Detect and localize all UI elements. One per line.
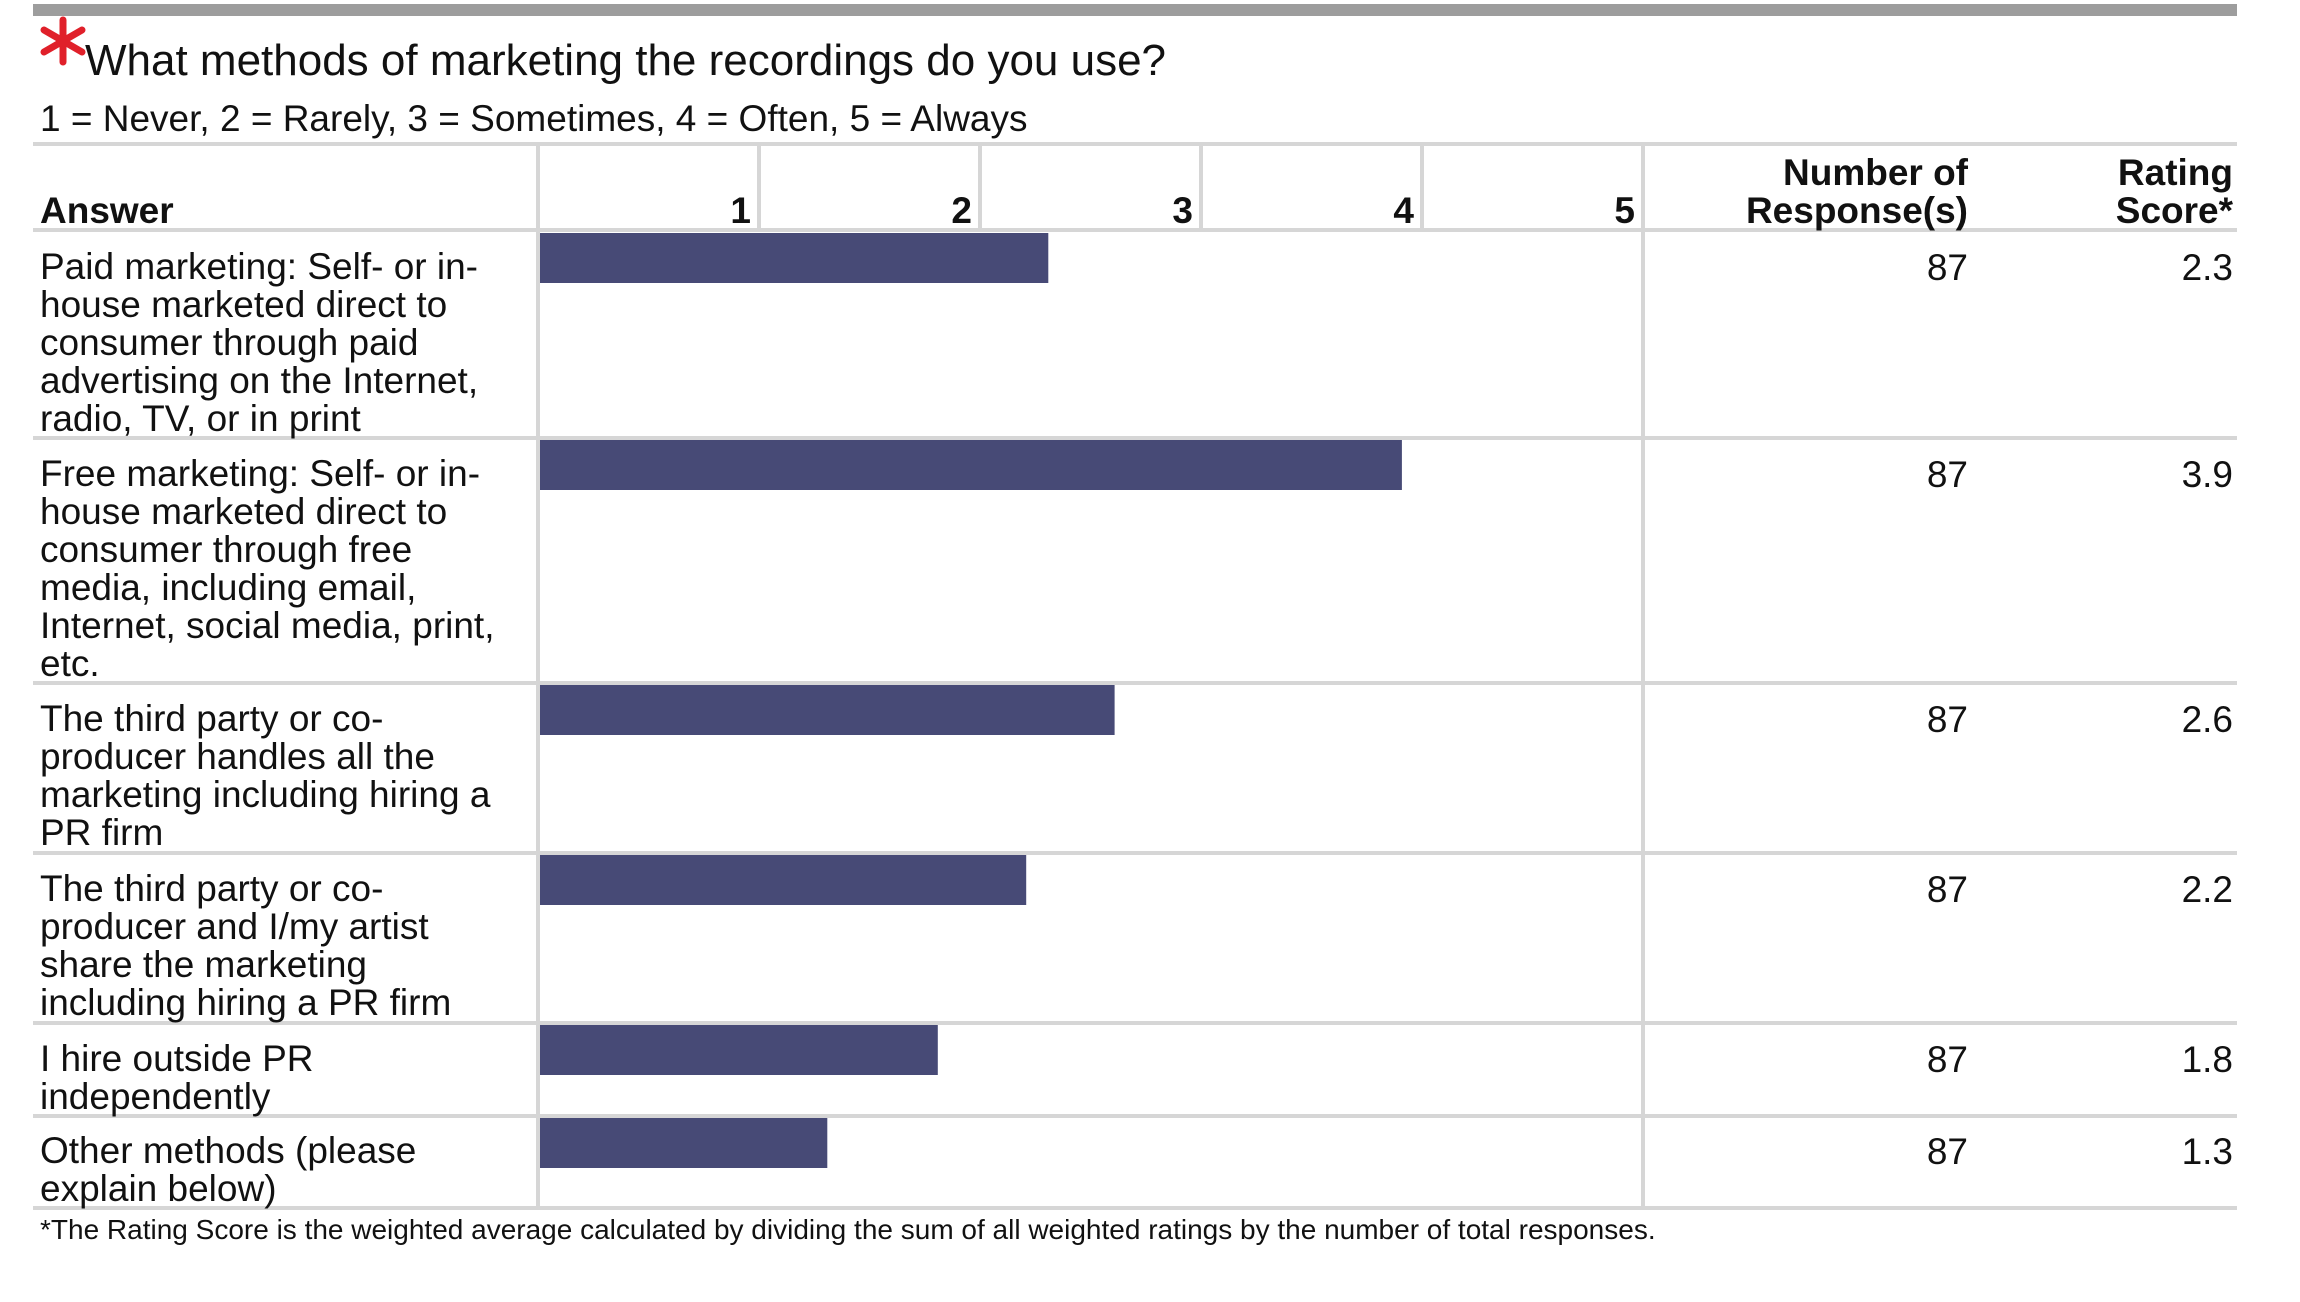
scale-legend: 1 = Never, 2 = Rarely, 3 = Sometimes, 4 … — [40, 98, 1028, 139]
table-bottom-border — [33, 1206, 2237, 1210]
response-count: 87 — [1926, 247, 1968, 288]
scale-tick-label: 1 — [730, 190, 751, 231]
answer-header: Answer — [40, 190, 174, 231]
answer-label: Free marketing: Self- or in-house market… — [40, 453, 495, 684]
responses-header-line: Number of — [1783, 152, 1968, 193]
scale-tick-label: 4 — [1393, 190, 1414, 231]
rating-bar — [540, 1025, 938, 1075]
rating-bar — [540, 855, 1027, 905]
answer-column-divider — [536, 142, 540, 1210]
response-count: 87 — [1926, 1039, 1968, 1080]
rating-score: 1.8 — [2181, 1039, 2233, 1080]
row-divider — [33, 851, 2237, 855]
responses-column-divider — [1641, 142, 1645, 1210]
row-divider — [33, 436, 2237, 440]
scale-column-divider — [757, 142, 761, 230]
responses-header: Number of Response(s) — [1746, 154, 1968, 230]
scale-column-divider — [1199, 142, 1203, 230]
header-divider — [33, 4, 2237, 16]
row-divider — [33, 1021, 2237, 1025]
rating-bar — [540, 685, 1115, 735]
header-bottom-border — [33, 228, 2237, 232]
rating-bar — [540, 233, 1049, 283]
score-header-line: Rating — [2117, 152, 2233, 193]
scale-tick-label: 3 — [1172, 190, 1193, 231]
response-count: 87 — [1926, 1131, 1968, 1172]
responses-header-line: Response(s) — [1745, 190, 1968, 231]
required-asterisk-icon — [40, 16, 86, 66]
response-count: 87 — [1926, 869, 1968, 910]
scale-column-divider — [1420, 142, 1424, 230]
rating-score: 1.3 — [2181, 1131, 2233, 1172]
score-header-line: Score* — [2115, 190, 2233, 231]
row-divider — [33, 681, 2237, 685]
response-count: 87 — [1926, 454, 1968, 495]
answer-label: Other methods (please explain below) — [40, 1130, 417, 1209]
rating-score: 2.6 — [2181, 699, 2233, 740]
rating-score: 2.3 — [2181, 247, 2233, 288]
rating-bar — [540, 1118, 828, 1168]
answer-label: Paid marketing: Self- or in-house market… — [40, 246, 479, 439]
row-divider — [33, 1114, 2237, 1118]
question-title: What methods of marketing the recordings… — [85, 36, 1167, 85]
rating-bar — [540, 440, 1402, 490]
answer-label: I hire outside PR independently — [40, 1038, 314, 1117]
response-count: 87 — [1926, 699, 1968, 740]
answer-label: The third party or co-producer and I/my … — [40, 868, 452, 1023]
rating-score: 3.9 — [2181, 454, 2233, 495]
scale-tick-label: 2 — [951, 190, 972, 231]
scale-tick-label: 5 — [1614, 190, 1635, 231]
answer-label: The third party or co-producer handles a… — [40, 698, 491, 853]
rating-score: 2.2 — [2181, 869, 2233, 910]
table-top-border — [33, 142, 2237, 146]
score-header: Rating Score* — [2116, 154, 2233, 230]
scale-column-divider — [978, 142, 982, 230]
rating-score-footnote: *The Rating Score is the weighted averag… — [40, 1214, 1656, 1245]
